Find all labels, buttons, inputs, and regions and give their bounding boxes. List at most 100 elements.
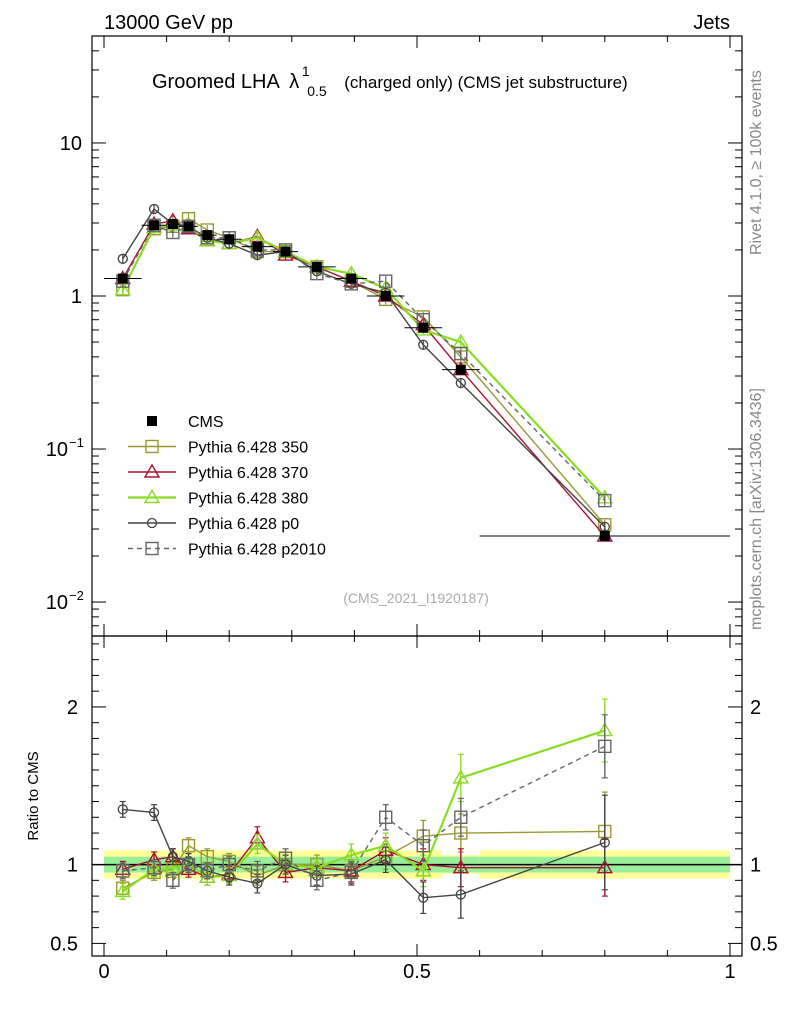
title-sub: 0.5 (307, 83, 327, 99)
ratio-point (181, 838, 196, 853)
ratio-point (222, 857, 236, 872)
mcplots-label: mcplots.cern.ch [arXiv:1306.3436] (748, 388, 765, 630)
data-point (167, 219, 178, 230)
ratio-point (116, 864, 130, 878)
data-point (149, 220, 160, 231)
legend-entry-3: Pythia 6.428 380 (128, 489, 308, 508)
ratio-y-tick-label-right: 0.5 (750, 933, 778, 955)
legend-marker (147, 416, 157, 426)
ratio-point (598, 739, 612, 754)
legend-label: Pythia 6.428 350 (188, 440, 308, 457)
legend-label: Pythia 6.428 370 (188, 465, 308, 482)
legend-marker (145, 541, 159, 556)
y-tick-label: 10 (46, 592, 68, 614)
rivet-label: Rivet 4.1.0, ≥ 100k events (748, 70, 765, 255)
ratio-point (454, 810, 468, 824)
ratio-point (114, 882, 131, 898)
ratio-point (379, 810, 393, 824)
y-tick-label: 10 (60, 133, 82, 155)
data-point (183, 221, 194, 232)
legend: CMS Pythia 6.428 350 Pythia 6.428 370 Pythi… (128, 414, 326, 559)
ratio-point (344, 865, 358, 880)
ratio-point (181, 857, 196, 872)
series-line (122, 220, 606, 537)
series-point (117, 253, 128, 264)
analysis-tag: (CMS_2021_I1920187) (343, 590, 489, 606)
data-point (224, 234, 235, 245)
ratio-ylabel: Ratio to CMS (25, 751, 42, 840)
ratio-point (599, 837, 610, 848)
x-tick-label: 0.5 (403, 961, 431, 983)
legend-marker (146, 517, 158, 529)
ratio-point (117, 804, 128, 815)
legend-entry-4: Pythia 6.428 p0 (128, 516, 299, 533)
series-point (148, 203, 160, 215)
title-sup: 1 (302, 63, 310, 79)
data-point (418, 322, 429, 333)
data-point (280, 246, 291, 257)
ratio-y-tick-label: 1 (67, 855, 78, 877)
series-point (418, 339, 429, 350)
ratio-point (180, 860, 197, 875)
ratio-panel-series (114, 698, 614, 919)
ratio-y-tick-label-right: 1 (750, 855, 761, 877)
legend-entry-2: Pythia 6.428 370 (128, 463, 308, 482)
legend-marker (143, 463, 161, 478)
title-rest: (charged only) (CMS jet substructure) (344, 73, 627, 92)
series-ratio-4 (116, 714, 612, 891)
ratio-point (277, 864, 294, 879)
ratio-point (310, 873, 324, 888)
y-tick-label: 10 (46, 439, 68, 461)
series-main-0 (116, 211, 612, 532)
series-point (455, 377, 466, 389)
series-line (121, 224, 606, 499)
chart-title: Groomed LHA λ 1 0.5 (charged only) (CMS … (152, 59, 628, 101)
title-lambda: λ (289, 71, 299, 93)
ratio-point (278, 851, 293, 865)
data-point (346, 273, 357, 284)
series-point (379, 274, 393, 288)
data-point (380, 290, 391, 301)
ratio-line (122, 729, 606, 893)
ratio-point (147, 861, 161, 875)
main-panel-series (104, 203, 730, 542)
title-main: Groomed LHA (152, 71, 280, 93)
data-point (311, 261, 322, 272)
ratio-line (122, 808, 606, 899)
legend-marker (145, 439, 159, 454)
ratio-point (343, 846, 360, 861)
ratio-point (455, 889, 466, 900)
ratio-point (418, 892, 429, 903)
legend-label: Pythia 6.428 p0 (188, 516, 299, 533)
data-point (202, 230, 213, 241)
x-tick-label: 1 (724, 961, 735, 983)
ratio-point (380, 854, 391, 865)
ratio-line (122, 745, 606, 882)
y-tick-label-exponent: −2 (69, 588, 84, 603)
data-point (117, 273, 128, 284)
ratio-point (415, 862, 432, 877)
ratio-point (452, 769, 470, 784)
y-tick-label-exponent: −1 (69, 435, 84, 450)
y-tick-label: 1 (71, 286, 82, 308)
series-ratio-0 (116, 791, 612, 897)
ratio-y-tick-label: 0.5 (50, 933, 78, 955)
series-line (122, 224, 606, 502)
ratio-frame (91, 635, 743, 957)
header-right: Jets (693, 12, 730, 34)
ratio-point (200, 864, 214, 878)
legend-label: Pythia 6.428 380 (188, 491, 308, 508)
ratio-point (166, 873, 180, 888)
legend-label: CMS (188, 414, 224, 431)
series-point (454, 346, 468, 361)
data-point (252, 241, 263, 252)
ratio-point (249, 835, 266, 850)
legend-marker (143, 489, 161, 504)
series-main-cms (104, 219, 730, 542)
series-main-3 (117, 203, 610, 533)
header-left: 13000 GeV pp (104, 12, 233, 34)
series-point (598, 493, 612, 508)
data-point (455, 364, 466, 375)
